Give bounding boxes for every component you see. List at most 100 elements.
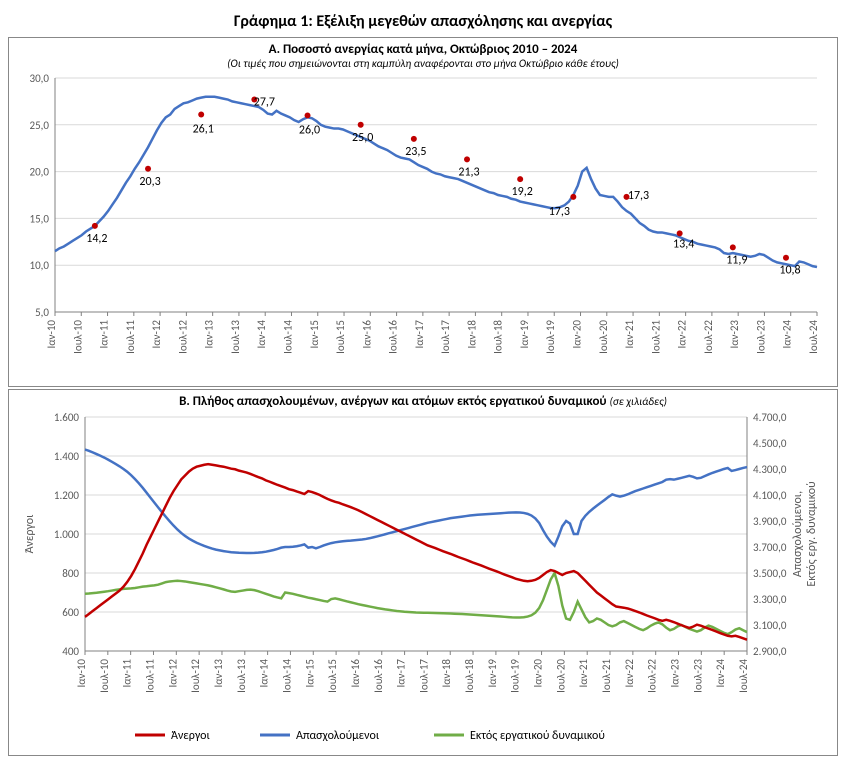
svg-text:2.900,0: 2.900,0 xyxy=(753,645,787,658)
svg-text:Ιαν-10: Ιαν-10 xyxy=(75,659,88,688)
svg-text:26,1: 26,1 xyxy=(193,123,214,137)
svg-text:Ιαν-15: Ιαν-15 xyxy=(303,659,316,687)
svg-text:Ιουλ-13: Ιουλ-13 xyxy=(235,659,248,693)
svg-text:3.900,0: 3.900,0 xyxy=(753,515,787,528)
chart-a-plot: 5,0 10,0 15,0 20,0 25,0 30,0 Ιαν-10 Ιουλ-10 Ιαν-… xyxy=(15,72,827,382)
svg-text:Ιαν-18: Ιαν-18 xyxy=(440,659,453,688)
svg-text:4.500,0: 4.500,0 xyxy=(753,437,787,450)
svg-text:3.100,0: 3.100,0 xyxy=(753,619,787,632)
svg-text:Ιουλ-19: Ιουλ-19 xyxy=(509,659,522,693)
svg-text:Ιαν-24: Ιαν-24 xyxy=(781,320,794,349)
svg-text:Ιαν-20: Ιαν-20 xyxy=(532,659,545,688)
svg-text:4.700,0: 4.700,0 xyxy=(753,411,787,424)
svg-text:Ιαν-17: Ιαν-17 xyxy=(413,320,426,349)
svg-text:Ιαν-14: Ιαν-14 xyxy=(258,659,271,688)
svg-text:Ιαν-16: Ιαν-16 xyxy=(349,659,362,688)
svg-text:Ιουλ-24: Ιουλ-24 xyxy=(807,320,820,354)
svg-text:30,0: 30,0 xyxy=(30,72,50,85)
chart-b-title: Β. Πλήθος απασχολουμένων, ανέργων και ατ… xyxy=(15,394,831,409)
svg-text:Ιαν-23: Ιαν-23 xyxy=(728,320,741,349)
svg-text:15,0: 15,0 xyxy=(30,212,50,225)
svg-text:3.300,0: 3.300,0 xyxy=(753,593,787,606)
svg-text:Ιαν-14: Ιαν-14 xyxy=(255,320,268,349)
svg-text:1.200: 1.200 xyxy=(54,489,80,502)
svg-text:Ιουλ-12: Ιουλ-12 xyxy=(176,320,189,354)
svg-text:Ιουλ-16: Ιουλ-16 xyxy=(387,320,400,354)
main-title: Γράφημα 1: Εξέλιξη μεγεθών απασχόλησης κ… xyxy=(8,8,838,37)
svg-text:3.500,0: 3.500,0 xyxy=(753,567,787,580)
chart-a-container: Α. Ποσοστό ανεργίας κατά μήνα, Οκτώβριος… xyxy=(8,37,838,387)
chart-b-title-text: Β. Πλήθος απασχολουμένων, ανέργων και ατ… xyxy=(179,394,606,409)
svg-text:800: 800 xyxy=(62,567,79,580)
svg-text:Ιουλ-21: Ιουλ-21 xyxy=(649,320,662,354)
svg-text:Ιουλ-13: Ιουλ-13 xyxy=(229,320,242,354)
svg-text:Ιουλ-11: Ιουλ-11 xyxy=(124,320,137,354)
svg-text:400: 400 xyxy=(62,645,79,658)
svg-text:Ιουλ-20: Ιουλ-20 xyxy=(554,659,567,693)
svg-text:10,0: 10,0 xyxy=(30,259,50,272)
svg-text:Ιουλ-21: Ιουλ-21 xyxy=(600,659,613,693)
svg-text:Άνεργοι: Άνεργοι xyxy=(171,729,210,743)
svg-text:25,0: 25,0 xyxy=(352,131,373,145)
svg-text:20,0: 20,0 xyxy=(30,166,50,179)
svg-text:1.600: 1.600 xyxy=(54,411,80,424)
svg-text:Ιουλ-19: Ιουλ-19 xyxy=(544,320,557,354)
svg-text:Εκτός εργατικού δυναμικού: Εκτός εργατικού δυναμικού xyxy=(470,729,605,743)
svg-text:Ιουλ-22: Ιουλ-22 xyxy=(646,659,659,693)
svg-text:17,3: 17,3 xyxy=(628,189,649,203)
svg-text:Ιαν-19: Ιαν-19 xyxy=(518,320,531,349)
svg-text:Ιουλ-11: Ιουλ-11 xyxy=(143,659,156,693)
svg-text:Ιαν-23: Ιαν-23 xyxy=(669,659,682,688)
svg-text:Ιαν-11: Ιαν-11 xyxy=(98,320,111,349)
svg-text:5,0: 5,0 xyxy=(35,306,49,319)
svg-text:Ιαν-11: Ιαν-11 xyxy=(121,659,134,688)
svg-text:Ιαν-12: Ιαν-12 xyxy=(150,320,163,349)
svg-text:Απασχολούμενοι,: Απασχολούμενοι, xyxy=(791,491,805,577)
svg-text:Ιουλ-20: Ιουλ-20 xyxy=(597,320,610,354)
svg-text:Ιουλ-23: Ιουλ-23 xyxy=(754,320,767,354)
svg-text:23,5: 23,5 xyxy=(405,145,426,159)
svg-text:Ιουλ-14: Ιουλ-14 xyxy=(280,659,293,693)
svg-text:Ιουλ-22: Ιουλ-22 xyxy=(702,320,715,354)
svg-text:19,2: 19,2 xyxy=(512,185,533,199)
svg-text:Ιαν-19: Ιαν-19 xyxy=(486,659,499,688)
svg-text:4.300,0: 4.300,0 xyxy=(753,463,787,476)
svg-text:1.000: 1.000 xyxy=(54,528,80,541)
svg-text:27,7: 27,7 xyxy=(254,96,275,110)
svg-text:Ιαν-15: Ιαν-15 xyxy=(308,320,321,348)
svg-text:Ιαν-17: Ιαν-17 xyxy=(395,659,408,688)
svg-text:Ιουλ-12: Ιουλ-12 xyxy=(189,659,202,693)
svg-text:Ιουλ-16: Ιουλ-16 xyxy=(372,659,385,693)
svg-text:Ιαν-21: Ιαν-21 xyxy=(577,659,590,688)
chart-a-title: Α. Ποσοστό ανεργίας κατά μήνα, Οκτώβριος… xyxy=(15,42,831,57)
svg-text:Ιαν-13: Ιαν-13 xyxy=(203,320,216,349)
svg-text:Ιουλ-17: Ιουλ-17 xyxy=(439,320,452,354)
svg-text:11,9: 11,9 xyxy=(726,253,747,267)
svg-text:1.400: 1.400 xyxy=(54,450,80,463)
svg-text:Ιαν-10: Ιαν-10 xyxy=(45,320,58,349)
svg-text:Ιαν-20: Ιαν-20 xyxy=(571,320,584,349)
svg-text:Ιουλ-18: Ιουλ-18 xyxy=(492,320,505,354)
svg-text:Ιουλ-10: Ιουλ-10 xyxy=(98,659,111,693)
svg-text:Ιουλ-15: Ιουλ-15 xyxy=(326,659,339,693)
svg-text:20,3: 20,3 xyxy=(139,175,160,189)
svg-text:Εκτός εργ. δυναμικού: Εκτός εργ. δυναμικού xyxy=(805,481,819,586)
chart-b-container: Β. Πλήθος απασχολουμένων, ανέργων και ατ… xyxy=(8,389,838,756)
svg-text:600: 600 xyxy=(62,606,79,619)
svg-text:Άνεργοι: Άνεργοι xyxy=(23,514,37,553)
svg-text:Ιουλ-24: Ιουλ-24 xyxy=(737,659,750,693)
svg-text:Ιαν-24: Ιαν-24 xyxy=(714,659,727,688)
svg-text:21,3: 21,3 xyxy=(458,165,479,179)
svg-text:Ιουλ-15: Ιουλ-15 xyxy=(334,320,347,354)
svg-text:Απασχολούμενοι: Απασχολούμενοι xyxy=(296,729,380,743)
svg-text:Ιαν-18: Ιαν-18 xyxy=(465,320,478,349)
svg-text:Ιαν-12: Ιαν-12 xyxy=(166,659,179,688)
svg-text:Ιουλ-18: Ιουλ-18 xyxy=(463,659,476,693)
svg-text:Ιαν-21: Ιαν-21 xyxy=(623,320,636,349)
svg-text:3.700,0: 3.700,0 xyxy=(753,541,787,554)
svg-text:Ιουλ-10: Ιουλ-10 xyxy=(71,320,84,354)
svg-text:13,4: 13,4 xyxy=(673,237,694,251)
chart-b-unit: (σε χιλιάδες) xyxy=(610,395,667,408)
svg-text:Ιαν-22: Ιαν-22 xyxy=(623,659,636,688)
svg-text:Ιαν-13: Ιαν-13 xyxy=(212,659,225,688)
